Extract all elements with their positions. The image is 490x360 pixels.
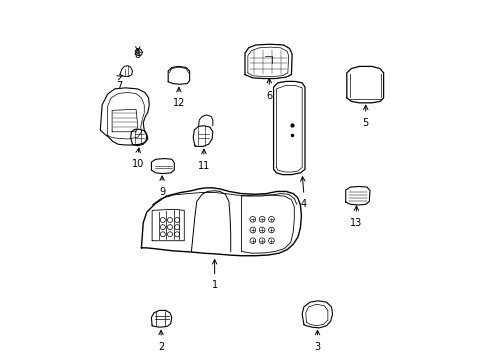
Text: 7: 7 [116,81,122,91]
Text: 10: 10 [132,159,144,169]
Text: 9: 9 [159,187,165,197]
Text: 12: 12 [173,98,185,108]
Text: 13: 13 [350,218,363,228]
Text: 6: 6 [266,91,272,101]
Text: 3: 3 [315,342,320,352]
Text: 4: 4 [301,199,307,209]
Text: 2: 2 [158,342,164,352]
Text: 8: 8 [135,50,141,60]
Text: 11: 11 [198,161,210,171]
Text: 5: 5 [363,118,369,128]
Text: 1: 1 [212,280,218,291]
